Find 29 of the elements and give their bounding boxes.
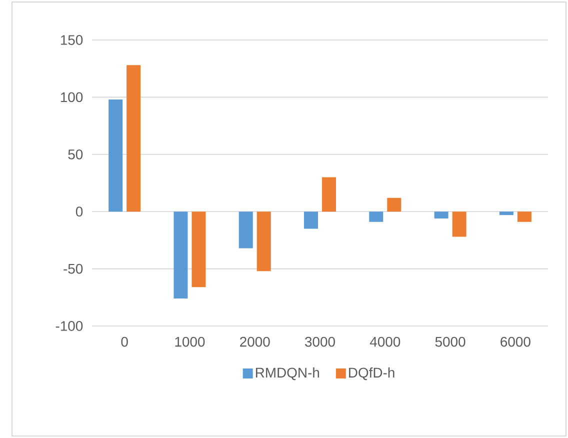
bar [108, 99, 123, 212]
x-tick-label: 5000 [435, 336, 466, 347]
x-tick-label: 1000 [175, 336, 205, 347]
y-tick-label: -100 [56, 321, 83, 331]
bar [369, 212, 384, 222]
bar [322, 177, 336, 212]
bar [256, 212, 271, 272]
bar [192, 212, 206, 288]
legend-label: RMDQN-h [256, 367, 320, 380]
x-tick-label: 6000 [500, 336, 530, 347]
bar [126, 65, 141, 212]
bar [238, 212, 253, 248]
x-tick-label: 3000 [305, 336, 335, 347]
y-tick-label: 0 [76, 206, 83, 217]
y-tick-label: 150 [60, 35, 83, 45]
bar [452, 212, 466, 237]
y-tick-label: -50 [64, 264, 83, 274]
y-tick-label: 100 [60, 92, 83, 102]
legend-label: DQfD-h [349, 367, 394, 380]
y-tick-label: 50 [68, 149, 83, 160]
x-tick-label: 0 [121, 336, 128, 347]
bar [517, 212, 532, 222]
bar [304, 212, 318, 229]
x-tick-label: 4000 [370, 336, 400, 347]
bar [174, 212, 188, 299]
bar [499, 212, 514, 216]
bar [434, 212, 448, 218]
x-tick-label: 2000 [240, 336, 270, 347]
bar [387, 198, 402, 212]
